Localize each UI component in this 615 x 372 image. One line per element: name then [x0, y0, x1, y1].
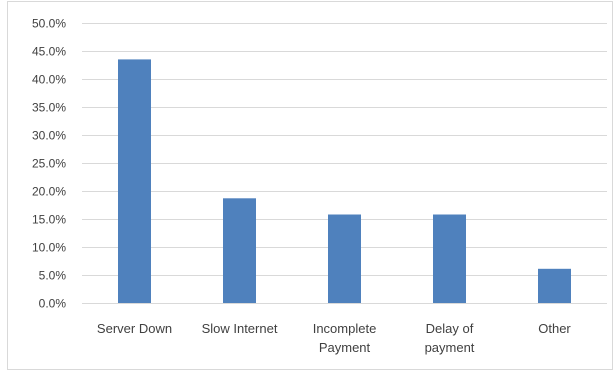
y-tick-label: 40.0% [32, 73, 66, 87]
y-tick-label: 35.0% [32, 101, 66, 115]
x-category-label: Delay of payment [425, 321, 475, 355]
gridlines [82, 23, 607, 276]
bars [118, 59, 571, 304]
bar [433, 214, 466, 303]
y-tick-label: 20.0% [32, 185, 66, 199]
x-category-label: Other [538, 321, 571, 336]
y-tick-label: 50.0% [32, 17, 66, 31]
x-category-label: Server Down [97, 321, 172, 336]
y-axis-tick-labels: 0.0% 5.0% 10.0% 15.0% 20.0% 25.0% 30.0% 35.0% 40… [32, 17, 66, 311]
x-category-label: Slow Internet [202, 321, 278, 336]
y-tick-label: 0.0% [39, 297, 67, 311]
y-tick-label: 10.0% [32, 241, 66, 255]
bar [118, 59, 151, 304]
bar [223, 198, 256, 303]
bar [538, 268, 571, 303]
x-category-label: Incomplete Payment [313, 321, 377, 355]
y-tick-label: 15.0% [32, 213, 66, 227]
y-tick-label: 30.0% [32, 129, 66, 143]
x-axis-category-labels: Server Down Slow Internet Incomplete Paymen… [97, 321, 571, 355]
y-tick-label: 25.0% [32, 157, 66, 171]
bar [328, 214, 361, 303]
chart-frame [7, 1, 613, 370]
y-tick-label: 45.0% [32, 45, 66, 59]
y-tick-label: 5.0% [39, 269, 67, 283]
